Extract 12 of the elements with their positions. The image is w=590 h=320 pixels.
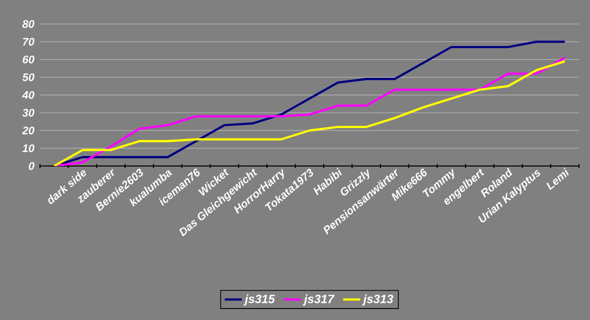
- legend-label: js313: [362, 294, 394, 306]
- y-tick-label: 80: [22, 20, 34, 28]
- y-tick-label: 0: [28, 162, 34, 170]
- y-tick-label: 10: [22, 144, 34, 152]
- legend-label: js317: [302, 294, 335, 306]
- y-tick-label: 50: [22, 73, 34, 82]
- y-tick-label: 60: [22, 56, 34, 64]
- y-tick-label: 40: [22, 91, 34, 99]
- y-tick-label: 70: [23, 38, 34, 46]
- legend-label: js315: [244, 294, 276, 306]
- y-tick-label: 30: [22, 108, 34, 117]
- y-tick-label: 20: [22, 126, 34, 134]
